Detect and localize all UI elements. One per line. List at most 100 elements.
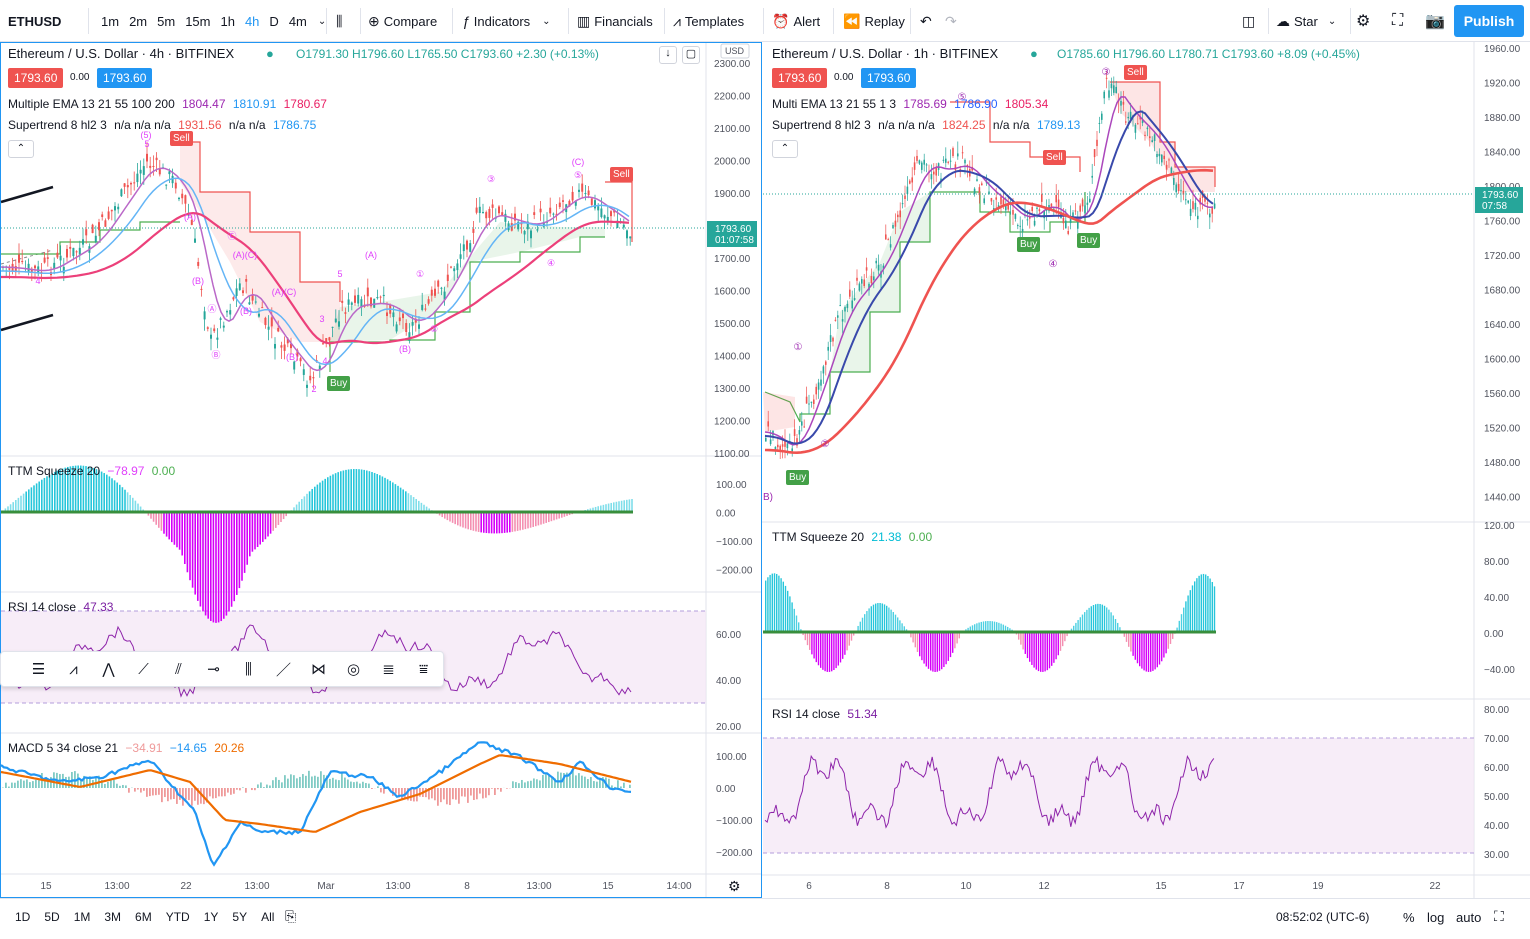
range-3m[interactable]: 3M [104,910,122,924]
left-supertrend-legend[interactable]: Supertrend 8 hl2 3 n/a n/a n/a 1931.56 n… [8,118,317,132]
right-price-axis[interactable]: 1960.001920.001880.001840.001800.001760.… [1484,44,1521,861]
buy-signal: Buy [327,376,351,391]
ttm-bar [251,512,254,552]
macd-bar [611,785,613,788]
indicators-button[interactable]: ƒ Indicators ⌄ [462,13,551,29]
interval-1m[interactable]: 1m [101,13,120,29]
chart-area[interactable]: (5)5(A)Ⓒ(A)(C)(B)Ⓐ (B)(A)(C)Ⓑ (B)3425(A)①②… [0,42,1530,898]
candle-body [523,230,526,235]
auto-toggle[interactable]: auto [1456,910,1482,925]
fullscreen-button[interactable]: ⛶ [1392,0,1403,42]
sell-signal: Sell [170,131,193,146]
fullscreen-icon[interactable]: ⛶ [1494,908,1504,924]
right-time-axis[interactable]: 6 8 10 12 15 17 19 22 [806,881,1441,892]
ttm-bar [605,504,607,512]
chart-type-button[interactable]: ⫼ [336,0,342,42]
gear-icon[interactable]: ⚙ [728,878,741,894]
publish-button[interactable]: Publish [1454,5,1524,37]
left-ttm-legend[interactable]: TTM Squeeze 20 −78.97 0.00 [8,464,176,478]
abc-wave-icon[interactable]: ⋀ [102,661,115,678]
collapse-legend-button[interactable]: ⌃ [8,140,34,158]
elliott-wave-icon[interactable]: ⩘ [69,660,78,678]
star-button[interactable]: ☁ Star ⌄ [1276,12,1337,29]
range-1y[interactable]: 1Y [203,910,219,924]
right-ttm-legend[interactable]: TTM Squeeze 20 21.38 0.00 [772,530,933,544]
left-time-axis[interactable]: 15 13:00 22 13:00 Mar 13:00 8 13:00 15 14:00 [40,881,692,892]
compare-button[interactable]: ⊕ Compare [368,12,438,29]
left-ema-legend[interactable]: Multiple EMA 13 21 55 100 200 1804.47 18… [8,97,327,111]
left-rsi-legend[interactable]: RSI 14 close 47.33 [8,600,114,614]
wave-label: ⑤ [574,170,582,180]
symbol-search[interactable]: ETHUSD [8,13,62,29]
candle-body [899,210,901,218]
maximize-icon[interactable]: ▢ [682,46,700,64]
goto-date-icon[interactable]: ⎘ [285,908,297,924]
collapse-legend-button[interactable]: ⌃ [772,140,798,158]
currency-label[interactable]: USD [725,46,745,56]
parallel-channel-icon[interactable]: ⫽ [175,660,182,678]
left-symbol-title[interactable]: Ethereum / U.S. Dollar · 4h · BITFINEX [8,46,235,61]
right-buy-price[interactable]: 1793.60 [861,68,917,88]
candle-body [1096,139,1098,147]
interval-2m[interactable]: 2m [129,13,148,29]
left-sell-price[interactable]: 1793.60 [8,68,64,88]
range-6m[interactable]: 6M [135,910,152,924]
undo-button[interactable]: ↶ [920,0,932,42]
interval-1h[interactable]: 1h [220,13,235,29]
ttm-bar [256,512,259,548]
candle-body [1081,199,1084,207]
macd-bar [164,788,166,798]
trend-line-icon[interactable]: ⟋ [138,660,149,678]
range-all[interactable]: All [261,910,275,924]
right-supertrend-legend[interactable]: Supertrend 8 hl2 3 n/a n/a n/a 1824.25 n… [772,118,1081,132]
price-tick: 1880.00 [1484,113,1521,124]
range-1m[interactable]: 1M [73,910,91,924]
fib-retracement-icon[interactable]: ≣ [382,661,395,678]
interval-4h[interactable]: 4h [244,13,260,29]
log-toggle[interactable]: log [1427,910,1445,925]
layout-button[interactable]: ◫ [1242,0,1255,42]
ttm-bar [837,632,839,666]
ttm-bar [886,605,888,632]
interval-15m[interactable]: 15m [185,13,211,29]
redo-button[interactable]: ↷ [945,0,957,42]
snapshot-button[interactable]: 📷 [1425,0,1445,42]
percent-toggle[interactable]: % [1403,910,1415,925]
alert-button[interactable]: ⏰ Alert [772,12,821,29]
left-buy-price[interactable]: 1793.60 [97,68,153,88]
fib-extension-icon[interactable]: ⩸ [418,660,429,678]
replay-button[interactable]: ⏪ Replay [843,12,905,29]
interval-5m[interactable]: 5m [157,13,176,29]
range-ytd[interactable]: YTD [165,910,190,924]
range-1d[interactable]: 1D [15,910,31,924]
chevron-down-icon[interactable]: ⌄ [317,15,327,27]
candle-body [53,262,56,269]
left-chart-pane[interactable] [0,42,762,898]
pattern-icon[interactable]: ⋈ [311,661,326,678]
horizontal-lines-icon[interactable]: ☰ [31,661,46,678]
range-5y[interactable]: 5Y [232,910,248,924]
horizontal-ray-icon[interactable]: ⊸ [207,661,220,678]
left-price-axis[interactable]: 2300.002200.002100.002000.001900.001800.… [714,59,753,859]
fib-spiral-icon[interactable]: ◎ [346,661,361,678]
interval-4m[interactable]: 4m [288,13,307,29]
financials-button[interactable]: ▥ Financials [577,12,653,29]
candle-body [1213,203,1216,209]
right-sell-price[interactable]: 1793.60 [772,68,828,88]
interval-d[interactable]: D [269,13,279,29]
right-symbol-title[interactable]: Ethereum / U.S. Dollar · 1h · BITFINEX [772,46,999,61]
templates-button[interactable]: ⩘ Templates [673,12,745,29]
candle-body [126,185,129,188]
arrow-down-icon[interactable]: ↓ [659,46,677,64]
clock[interactable]: 08:52:02 (UTC-6) [1276,910,1370,924]
candle-body [344,312,347,314]
right-rsi-legend[interactable]: RSI 14 close 51.34 [772,707,878,721]
ray-icon[interactable]: ／ [275,661,291,679]
left-macd-legend[interactable]: MACD 5 34 close 21 −34.91 −14.65 20.26 [8,741,245,755]
vertical-lines-icon[interactable]: ⫼ [245,660,252,678]
macd-bar [551,776,553,788]
settings-button[interactable]: ⚙ [1356,0,1370,42]
range-5d[interactable]: 5D [44,910,60,924]
ttm-bar [488,512,490,534]
right-ema-legend[interactable]: Multi EMA 13 21 55 1 3 1785.69 1786.90 1… [772,97,1049,111]
